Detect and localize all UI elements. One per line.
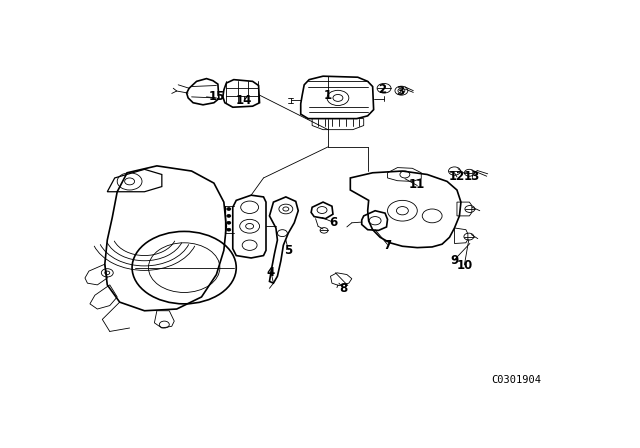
Text: 13: 13 (464, 170, 480, 183)
Circle shape (227, 228, 231, 231)
Text: 9: 9 (451, 254, 459, 267)
Text: 11: 11 (409, 178, 426, 191)
Text: 14: 14 (236, 94, 252, 107)
Text: 4: 4 (267, 266, 275, 279)
Circle shape (227, 207, 231, 211)
Text: C0301904: C0301904 (492, 375, 541, 385)
Text: 2: 2 (378, 83, 387, 96)
Circle shape (227, 215, 231, 217)
Text: 7: 7 (383, 239, 392, 252)
Text: 8: 8 (339, 282, 347, 295)
Text: 6: 6 (329, 216, 337, 229)
Text: 3: 3 (396, 85, 404, 98)
Circle shape (227, 221, 231, 224)
Text: 15: 15 (208, 90, 225, 103)
Text: 5: 5 (284, 244, 292, 257)
Text: 1: 1 (324, 89, 332, 102)
Text: 12: 12 (449, 170, 465, 183)
Text: 10: 10 (456, 259, 472, 272)
